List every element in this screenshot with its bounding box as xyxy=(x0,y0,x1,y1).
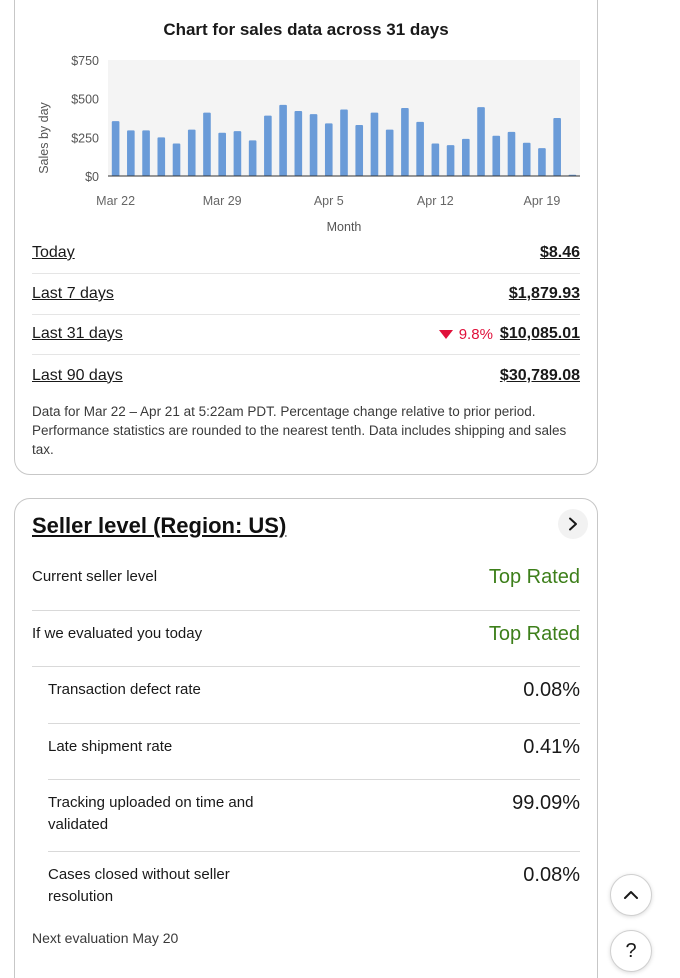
metric-row-late-shipment: Late shipment rate 0.41% xyxy=(48,736,580,759)
seller-level-card xyxy=(14,498,598,978)
x-tick-label: Mar 22 xyxy=(96,194,135,208)
period-row-90-days: Last 90 days $30,789.08 xyxy=(32,355,580,396)
chart-bar xyxy=(416,121,424,176)
evaluated-today-value: Top Rated xyxy=(488,623,580,645)
chart-bar xyxy=(233,131,242,176)
chart-bar xyxy=(355,124,364,176)
chevron-right-icon xyxy=(569,517,577,531)
period-row-7-days: Last 7 days $1,879.93 xyxy=(32,274,580,315)
chart-bar xyxy=(492,135,501,176)
chart-bar xyxy=(172,143,181,176)
chart-bar xyxy=(157,137,166,176)
metric-value: 0.08% xyxy=(523,679,580,701)
period-label-90-days[interactable]: Last 90 days xyxy=(32,366,123,384)
chart-bar xyxy=(401,107,409,176)
metric-label: Tracking uploaded on time and validated xyxy=(48,794,254,833)
chart-bar xyxy=(279,104,287,176)
metric-label: Late shipment rate xyxy=(48,738,173,755)
chart-bar xyxy=(370,112,379,176)
metric-label: Transaction defect rate xyxy=(48,681,201,698)
metric-row-tracking: Tracking uploaded on time and validated … xyxy=(48,792,580,836)
period-label-31-days[interactable]: Last 31 days xyxy=(32,325,123,342)
divider xyxy=(32,666,580,667)
y-tick-label: $250 xyxy=(71,131,99,145)
chart-bar xyxy=(477,107,485,176)
x-tick-label: Apr 5 xyxy=(314,194,344,208)
chart-bar xyxy=(462,138,470,176)
x-axis-label: Month xyxy=(327,220,362,234)
period-value-90-days[interactable]: $30,789.08 xyxy=(499,366,580,384)
divider xyxy=(48,723,580,724)
chart-bar xyxy=(522,142,531,176)
chart-bar xyxy=(324,123,333,176)
metric-value: 0.08% xyxy=(523,864,580,886)
evaluated-today-label: If we evaluated you today xyxy=(32,625,203,642)
data-note: Data for Mar 22 – Apr 21 at 5:22am PDT. … xyxy=(32,404,567,457)
metric-label: Cases closed without seller resolution xyxy=(48,866,230,905)
metric-row-defect-rate: Transaction defect rate 0.08% xyxy=(48,679,580,702)
chart-bar xyxy=(507,131,516,176)
next-evaluation-text: Next evaluation May 20 xyxy=(32,930,179,946)
divider xyxy=(48,851,580,852)
chart-bar xyxy=(264,115,272,176)
chart-bar xyxy=(203,112,211,176)
seller-level-title[interactable]: Seller level (Region: US) xyxy=(32,513,287,538)
chart-title: Chart for sales data across 31 days xyxy=(163,20,449,39)
chart-bar xyxy=(142,130,150,176)
y-tick-label: $0 xyxy=(85,170,99,184)
divider xyxy=(48,779,580,780)
x-tick-label: Apr 19 xyxy=(524,194,561,208)
period-value-7-days[interactable]: $1,879.93 xyxy=(508,285,580,302)
chart-bar xyxy=(218,132,226,176)
metric-value: 99.09% xyxy=(512,792,580,814)
metric-row-cases-closed: Cases closed without seller resolution 0… xyxy=(48,864,580,908)
current-seller-level-value: Top Rated xyxy=(488,566,580,588)
period-value-today[interactable]: $8.46 xyxy=(539,244,580,261)
period-label-7-days[interactable]: Last 7 days xyxy=(32,285,114,302)
chart-bar xyxy=(446,145,455,176)
seller-level-details-button[interactable] xyxy=(558,509,588,539)
y-tick-label: $500 xyxy=(71,93,99,107)
chart-bar xyxy=(127,130,135,176)
period-value-31-days[interactable]: $10,085.01 xyxy=(499,325,580,342)
chart-bar xyxy=(187,129,196,176)
chart-bar xyxy=(248,140,257,176)
chart-bar xyxy=(553,118,561,176)
change-percent: 9.8% xyxy=(458,325,493,343)
scroll-to-top-button[interactable] xyxy=(610,874,652,916)
period-row-31-days: Last 31 days 9.8% $10,085.01 xyxy=(32,314,580,355)
chart-bar xyxy=(309,114,318,176)
sales-chart: $0 $250 $500 $750 Mar 22 Mar 29 Apr 5 Apr 12 Apr… xyxy=(37,54,580,234)
y-tick-label: $750 xyxy=(71,54,99,68)
metric-value: 0.41% xyxy=(523,736,580,758)
period-row-today: Today $8.46 xyxy=(32,233,580,274)
chart-bar xyxy=(538,148,546,176)
help-button[interactable]: ? xyxy=(610,930,652,972)
x-tick-label: Apr 12 xyxy=(417,194,454,208)
down-triangle-icon xyxy=(438,329,453,339)
x-tick-label: Mar 29 xyxy=(203,194,242,208)
help-icon: ? xyxy=(625,939,637,962)
chart-bar xyxy=(431,143,440,176)
divider xyxy=(32,610,580,611)
current-seller-level-row: Current seller level Top Rated xyxy=(32,566,580,589)
chart-bar xyxy=(340,109,348,176)
chart-bar xyxy=(294,111,303,176)
chevron-up-icon xyxy=(624,891,638,899)
chart-bar xyxy=(111,121,120,176)
period-label-today[interactable]: Today xyxy=(32,244,75,261)
change-indicator: 9.8% xyxy=(438,325,493,343)
current-seller-level-label: Current seller level xyxy=(32,568,158,585)
evaluated-today-row: If we evaluated you today Top Rated xyxy=(32,623,580,646)
chart-bar xyxy=(385,129,394,176)
y-axis-label: Sales by day xyxy=(37,101,51,173)
